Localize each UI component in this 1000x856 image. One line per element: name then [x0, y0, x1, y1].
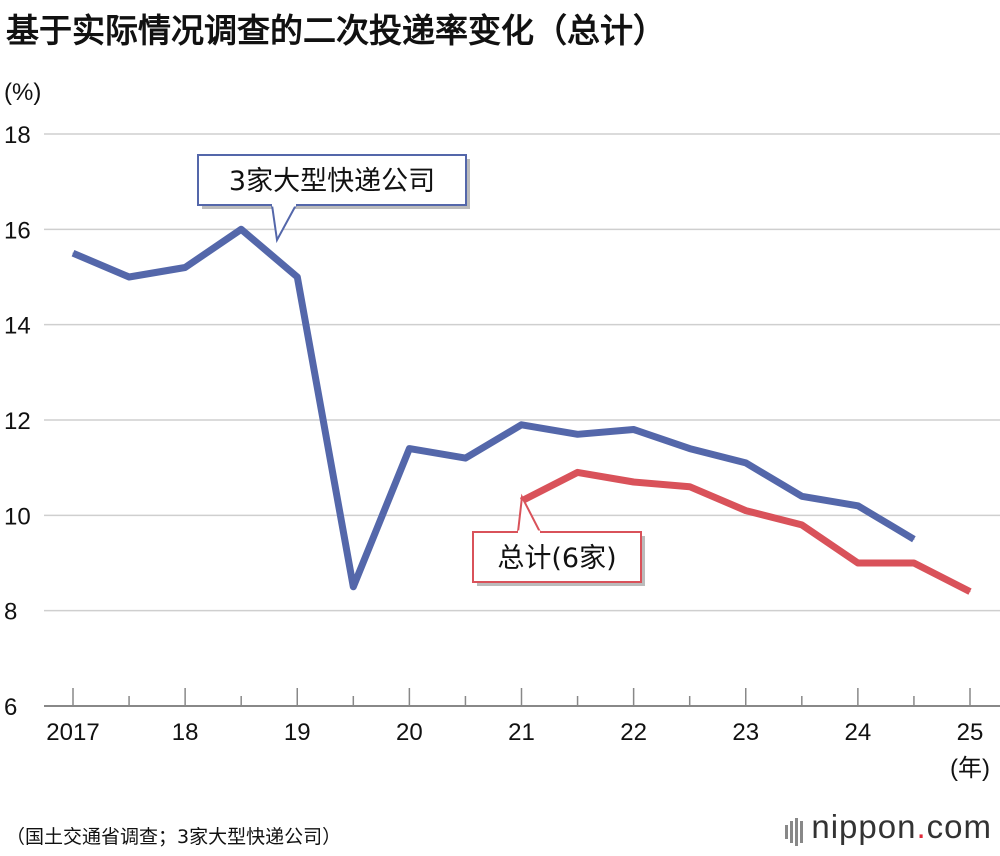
x-axis: 2017 18 19 20 21 22 23 24 25 (年) [44, 688, 1000, 782]
series-0-point-4 [296, 276, 298, 278]
series-0-point-12 [745, 462, 747, 464]
callout-big3-pointer [270, 204, 298, 244]
y-tick-label-16: 16 [4, 217, 31, 244]
series-0-point-6 [408, 448, 410, 450]
brand-tld: com [926, 808, 992, 845]
series-1-point-1 [577, 471, 579, 473]
x-tick-label-20: 20 [396, 719, 423, 746]
series-0-point-13 [801, 495, 803, 497]
series-lines [71, 225, 972, 595]
y-tick-label-12: 12 [4, 408, 31, 435]
series-0-point-10 [633, 429, 635, 431]
chart-title: 基于实际情况调查的二次投递率变化（总计） [6, 11, 666, 50]
series-0-point-1 [128, 276, 130, 278]
callout-big3-box [197, 154, 467, 206]
series-1-point-5 [801, 524, 803, 526]
callout-total-label: 总计(6家) [497, 543, 616, 574]
series-1-point-7 [913, 562, 915, 564]
y-axis: 6 8 10 12 14 16 18 (%) [4, 79, 41, 721]
x-axis-unit-label: (年) [950, 755, 990, 782]
nippon-logo: nippon.com [785, 808, 992, 848]
series-line-0 [71, 225, 916, 591]
y-tick-label-10: 10 [4, 503, 31, 530]
x-tick-label-21: 21 [508, 719, 535, 746]
series-0-point-14 [857, 505, 859, 507]
source-note: （国土交通省调查；3家大型快递公司） [6, 826, 342, 848]
callout-big3-label: 3家大型快递公司 [229, 166, 435, 197]
brand-name: nippon [811, 808, 917, 845]
x-tick-label-18: 18 [172, 719, 199, 746]
series-0-point-11 [689, 448, 691, 450]
x-tick-label-19: 19 [284, 719, 311, 746]
series-1-point-8 [969, 591, 971, 593]
x-tick-label-24: 24 [845, 719, 872, 746]
y-tick-label-18: 18 [4, 122, 31, 149]
x-tick-label-23: 23 [732, 719, 759, 746]
series-0-point-0 [72, 252, 74, 254]
series-0-point-8 [521, 424, 522, 426]
series-0-point-5 [352, 586, 354, 588]
x-tick-label-22: 22 [620, 719, 647, 746]
series-1-point-4 [745, 510, 747, 512]
x-tick-label-2017: 2017 [46, 719, 99, 746]
x-tick-label-25: 25 [957, 719, 984, 746]
callout-total-box [472, 531, 642, 583]
series-0-point-2 [184, 266, 186, 268]
series-0-point-3 [240, 228, 242, 230]
y-tick-label-8: 8 [4, 599, 17, 626]
y-tick-label-6: 6 [4, 694, 17, 721]
series-1-point-6 [857, 562, 859, 564]
series-0-point-7 [464, 457, 466, 459]
callout-total-pointer [516, 493, 542, 533]
brand-bars-icon [785, 810, 805, 848]
series-1-point-3 [689, 486, 691, 488]
series-0-point-15 [913, 538, 915, 540]
series-0-point-9 [577, 433, 579, 435]
y-axis-unit-label: (%) [4, 79, 41, 106]
y-tick-label-14: 14 [4, 313, 31, 340]
brand-dot: . [916, 808, 927, 845]
series-1-point-2 [633, 481, 635, 483]
